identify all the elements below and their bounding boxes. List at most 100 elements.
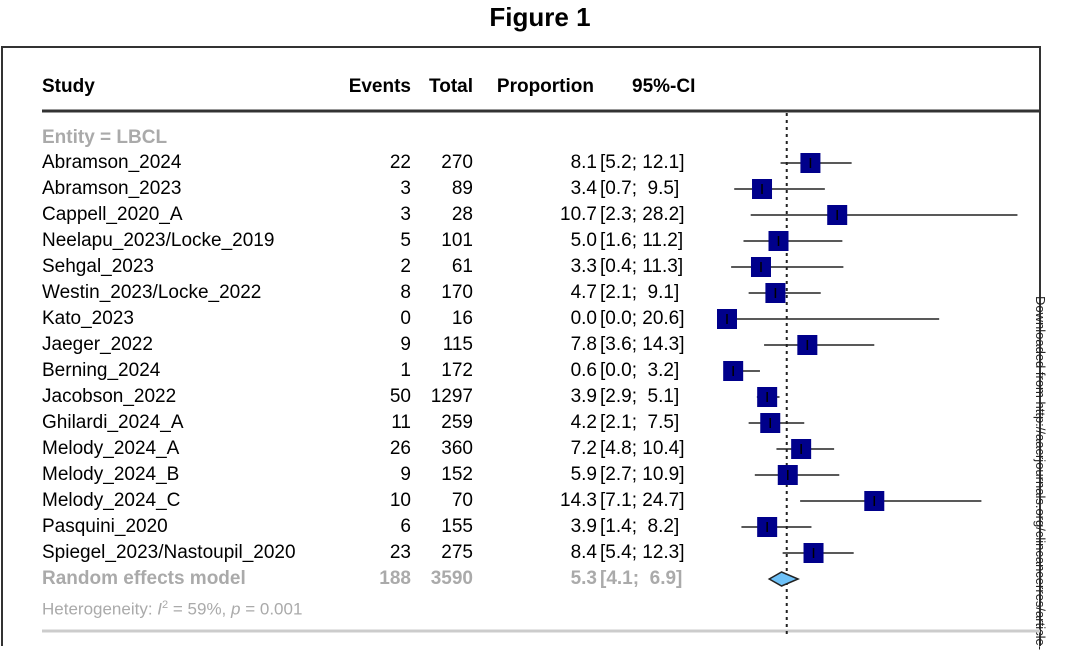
study-events: 3: [400, 178, 411, 199]
study-ci: [2.7; 10.9]: [600, 464, 685, 485]
study-proportion: 5.0: [570, 230, 597, 251]
study-name: Melody_2024_A: [42, 438, 180, 459]
study-total: 115: [442, 334, 473, 355]
study-proportion: 3.9: [570, 386, 597, 407]
column-header-ci: 95%-CI: [632, 76, 696, 97]
study-name: Berning_2024: [42, 360, 161, 381]
study-name: Jacobson_2022: [42, 386, 177, 407]
study-events: 26: [389, 438, 411, 459]
study-total: 61: [451, 256, 473, 277]
study-ci: [0.0; 3.2]: [600, 360, 680, 381]
study-ci: [0.7; 9.5]: [600, 178, 680, 199]
study-events: 50: [389, 386, 411, 407]
study-ci: [2.1; 7.5]: [600, 412, 680, 433]
study-name: Abramson_2024: [42, 152, 182, 173]
study-events: 9: [400, 334, 411, 355]
study-proportion: 3.4: [570, 178, 597, 199]
study-ci: [0.4; 11.3]: [600, 256, 684, 277]
study-events: 6: [400, 516, 411, 537]
study-name: Melody_2024_C: [42, 490, 181, 511]
study-total: 170: [441, 282, 473, 303]
study-proportion: 5.9: [570, 464, 597, 485]
study-name: Neelapu_2023/Locke_2019: [42, 230, 275, 251]
column-header-study: Study: [42, 76, 95, 97]
study-events: 8: [400, 282, 411, 303]
study-total: 16: [451, 308, 473, 329]
pooled-label: Random effects model: [42, 568, 246, 589]
study-name: Melody_2024_B: [42, 464, 180, 485]
study-total: 1297: [430, 386, 473, 407]
study-ci: [0.0; 20.6]: [600, 308, 685, 329]
pooled-diamond: [767, 571, 800, 587]
study-events: 3: [400, 204, 411, 225]
heterogeneity-i2-label: I: [157, 599, 163, 619]
study-events: 9: [400, 464, 411, 485]
heterogeneity-i2-sup: 2: [162, 599, 169, 611]
column-header-events: Events: [348, 76, 411, 97]
pooled-events: 188: [379, 568, 411, 589]
pooled-ci: [4.1; 6.9]: [600, 568, 683, 589]
study-proportion: 14.3: [560, 490, 597, 511]
study-name: Jaeger_2022: [42, 334, 153, 355]
study-name: Sehgal_2023: [42, 256, 154, 277]
study-ci: [2.9; 5.1]: [600, 386, 680, 407]
figure-title: Figure 1: [489, 2, 591, 32]
study-name: Cappell_2020_A: [42, 204, 183, 225]
study-proportion: 7.8: [570, 334, 597, 355]
study-ci: [5.4; 12.3]: [600, 542, 685, 563]
pooled-proportion: 5.3: [570, 568, 597, 589]
study-proportion: 4.2: [570, 412, 597, 433]
study-total: 101: [441, 230, 473, 251]
forest-plot: [42, 109, 1040, 636]
study-ci: [2.1; 9.1]: [600, 282, 680, 303]
study-proportion: 8.4: [570, 542, 597, 563]
column-header-proportion: Proportion: [496, 76, 594, 97]
pooled-total: 3590: [430, 568, 473, 589]
study-name: Kato_2023: [42, 308, 134, 329]
study-proportion: 4.7: [570, 282, 597, 303]
study-proportion: 7.2: [570, 438, 597, 459]
study-total: 155: [441, 516, 473, 537]
study-events: 22: [389, 152, 411, 173]
study-total: 172: [441, 360, 473, 381]
study-total: 259: [441, 412, 473, 433]
study-ci: [2.3; 28.2]: [600, 204, 685, 225]
study-ci: [3.6; 14.3]: [600, 334, 685, 355]
figure-frame: [1, 46, 1041, 646]
study-name: Ghilardi_2024_A: [42, 412, 184, 433]
study-ci: [1.4; 8.2]: [600, 516, 680, 537]
heterogeneity-rest: = 59%,: [168, 599, 232, 619]
study-proportion: 3.3: [570, 256, 597, 277]
heterogeneity-prefix: Heterogeneity:: [42, 599, 158, 619]
heterogeneity-text: Heterogeneity: I2 = 59%, p = 0.001: [42, 594, 302, 621]
study-total: 360: [441, 438, 473, 459]
study-name: Spiegel_2023/Nastoupil_2020: [42, 542, 296, 563]
study-ci: [7.1; 24.7]: [600, 490, 685, 511]
study-name: Pasquini_2020: [42, 516, 168, 537]
study-events: 1: [400, 360, 411, 381]
study-total: 275: [441, 542, 473, 563]
study-total: 70: [451, 490, 473, 511]
study-proportion: 0.0: [570, 308, 597, 329]
study-ci: [4.8; 10.4]: [600, 438, 685, 459]
study-name: Abramson_2023: [42, 178, 182, 199]
study-proportion: 3.9: [570, 516, 597, 537]
study-total: 152: [441, 464, 473, 485]
subgroup-label: Entity = LBCL: [42, 127, 168, 148]
study-events: 23: [389, 542, 411, 563]
study-ci: [5.2; 12.1]: [600, 152, 685, 173]
study-proportion: 10.7: [560, 204, 597, 225]
heterogeneity-p-label: p: [231, 599, 241, 619]
column-header-total: Total: [429, 76, 473, 97]
study-total: 89: [451, 178, 473, 199]
study-proportion: 0.6: [570, 360, 597, 381]
heterogeneity-p-rest: = 0.001: [240, 599, 303, 619]
study-name: Westin_2023/Locke_2022: [42, 282, 262, 303]
study-events: 2: [400, 256, 411, 277]
study-proportion: 8.1: [570, 152, 597, 173]
study-total: 28: [451, 204, 473, 225]
study-ci: [1.6; 11.2]: [600, 230, 684, 251]
study-total: 270: [441, 152, 473, 173]
study-events: 5: [400, 230, 411, 251]
study-events: 11: [391, 412, 411, 433]
